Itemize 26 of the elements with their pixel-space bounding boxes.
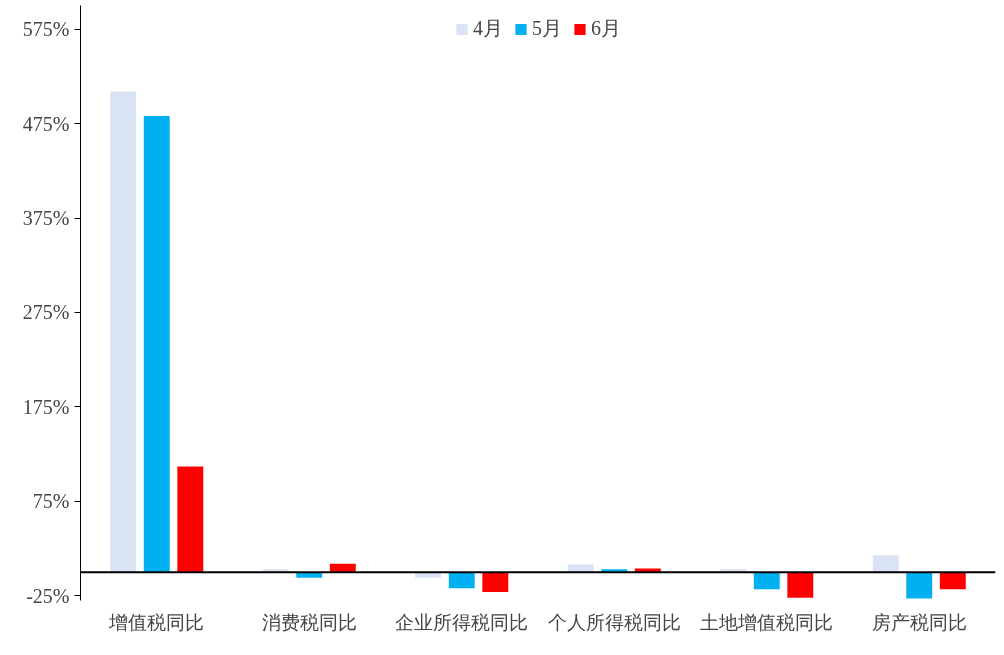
bar xyxy=(448,572,475,589)
bar xyxy=(110,91,137,573)
bar xyxy=(177,466,204,573)
bar xyxy=(143,116,170,573)
bar xyxy=(906,572,933,599)
bar xyxy=(753,572,780,590)
legend-label: 4月 xyxy=(473,16,503,41)
bar xyxy=(482,572,509,592)
legend-label: 6月 xyxy=(591,16,621,41)
y-tick-label: 475% xyxy=(22,112,70,135)
bar xyxy=(939,572,966,590)
x-tick-label: 土地增值税同比 xyxy=(700,611,834,633)
y-tick-label: 575% xyxy=(22,18,70,41)
legend-label: 5月 xyxy=(532,16,562,41)
x-tick-label: 个人所得税同比 xyxy=(547,611,681,633)
x-tick-label: 企业所得税同比 xyxy=(395,611,529,633)
bar xyxy=(787,572,814,598)
y-tick-label: 375% xyxy=(22,207,70,229)
y-tick-label: 275% xyxy=(22,301,70,324)
y-tick-label: 75% xyxy=(32,490,70,513)
x-tick-label: 房产税同比 xyxy=(871,611,967,633)
x-tick-label: 消费税同比 xyxy=(261,611,357,633)
bar xyxy=(872,555,899,573)
y-tick-label: -25% xyxy=(26,584,70,607)
y-tick-label: 175% xyxy=(22,395,70,418)
x-tick-label: 增值税同比 xyxy=(108,611,205,633)
